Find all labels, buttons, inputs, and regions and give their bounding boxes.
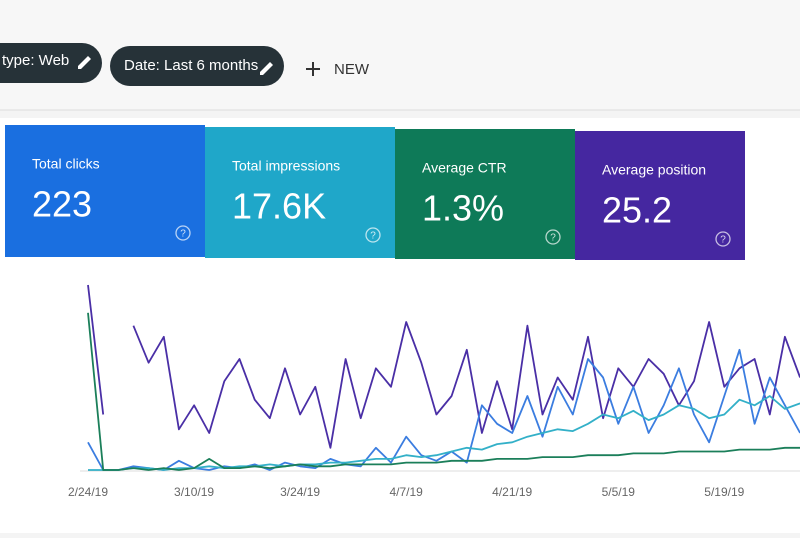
metric-label: Average CTR [422,160,507,176]
new-button[interactable]: NEW [334,61,370,78]
metric-label: Total clicks [32,156,100,172]
x-tick-label: 2/24/19 [68,485,108,499]
help-icon[interactable]: ? [720,235,726,246]
metric-value: 25.2 [602,190,672,231]
series-line [87,312,800,471]
filter-chip[interactable] [110,46,284,86]
filter-label[interactable]: type: Web [2,52,69,69]
help-icon[interactable] [365,227,381,243]
help-icon[interactable]: ? [180,229,186,240]
metric-label: Average position [602,162,706,178]
metric-value: 1.3% [422,188,504,229]
help-icon[interactable]: ? [550,233,556,244]
edit-icon[interactable] [78,56,91,69]
x-tick-label: 3/10/19 [174,485,214,499]
metric-value: 223 [32,184,92,225]
series-line [87,284,800,449]
add-icon[interactable] [306,62,320,76]
series-line [87,348,800,471]
help-icon[interactable] [175,225,191,241]
x-tick-label: 5/5/19 [602,485,636,499]
filter-label[interactable]: Date: Last 6 months [124,57,258,74]
x-tick-label: 4/7/19 [389,485,423,499]
metric-value: 17.6K [232,186,326,227]
help-icon[interactable] [545,229,561,245]
metric-card[interactable] [395,129,575,259]
x-tick-label: 3/24/19 [280,485,320,499]
x-tick-label: 5/19/19 [704,485,744,499]
series-line [88,395,800,471]
help-icon[interactable]: ? [370,231,376,242]
metric-label: Total impressions [232,158,340,174]
help-icon[interactable] [715,231,731,247]
filter-chip[interactable] [0,43,102,83]
metric-card[interactable] [5,125,205,257]
edit-icon[interactable] [260,62,273,75]
x-tick-label: 4/21/19 [492,485,532,499]
metric-card[interactable] [205,127,395,258]
